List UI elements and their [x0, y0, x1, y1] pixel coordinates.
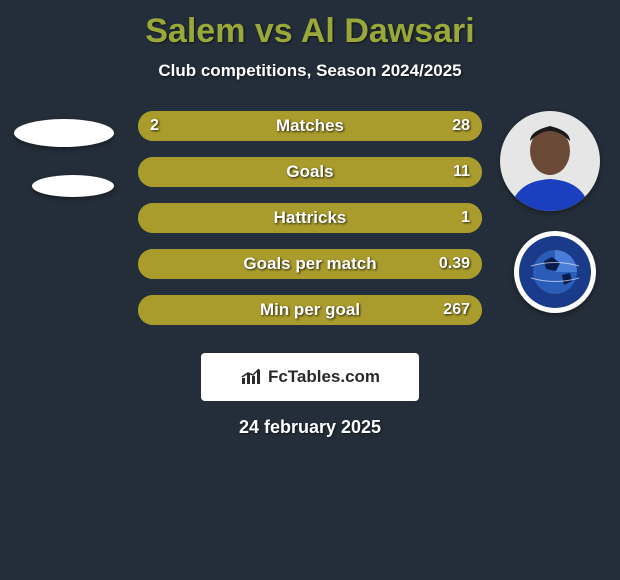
stat-bar: Min per goal267: [138, 295, 482, 325]
bar-label: Goals per match: [138, 249, 482, 279]
right-player-avatar: [500, 111, 600, 211]
club-badge-icon: [514, 231, 596, 313]
right-club-logo: [514, 231, 596, 313]
bar-value-right: 11: [453, 157, 470, 187]
stat-bar: Goals per match0.39: [138, 249, 482, 279]
bar-label: Min per goal: [138, 295, 482, 325]
stat-bars: Matches2 28 Goals11 Hattricks1 Goals per mat…: [138, 111, 482, 341]
subtitle: Club competitions, Season 2024/2025: [0, 61, 620, 81]
bar-value-right: 28: [452, 111, 470, 141]
stat-bar: Matches2 28: [138, 111, 482, 141]
stat-bar: Goals11: [138, 157, 482, 187]
bar-label: Goals: [138, 157, 482, 187]
page-title: Salem vs Al Dawsari: [0, 0, 620, 51]
left-player-avatar-placeholder: [14, 119, 114, 147]
left-club-logo-placeholder: [32, 175, 114, 197]
bar-label: Matches: [138, 111, 482, 141]
brand-box: FcTables.com: [201, 353, 419, 401]
bar-value-right: 267: [443, 295, 470, 325]
bar-value-right: 0.39: [439, 249, 470, 279]
bar-value-left: 2: [150, 111, 159, 141]
bar-label: Hattricks: [138, 203, 482, 233]
left-player-column: [10, 111, 130, 197]
comparison-infographic: Salem vs Al Dawsari Club competitions, S…: [0, 0, 620, 580]
bar-chart-icon: [240, 368, 262, 386]
content-area: Matches2 28 Goals11 Hattricks1 Goals per mat…: [0, 111, 620, 341]
brand-text: FcTables.com: [268, 367, 380, 387]
right-player-column: [500, 111, 610, 313]
date-text: 24 february 2025: [0, 417, 620, 438]
bar-value-right: 1: [461, 203, 470, 233]
stat-bar: Hattricks1: [138, 203, 482, 233]
player-portrait-icon: [500, 111, 600, 211]
